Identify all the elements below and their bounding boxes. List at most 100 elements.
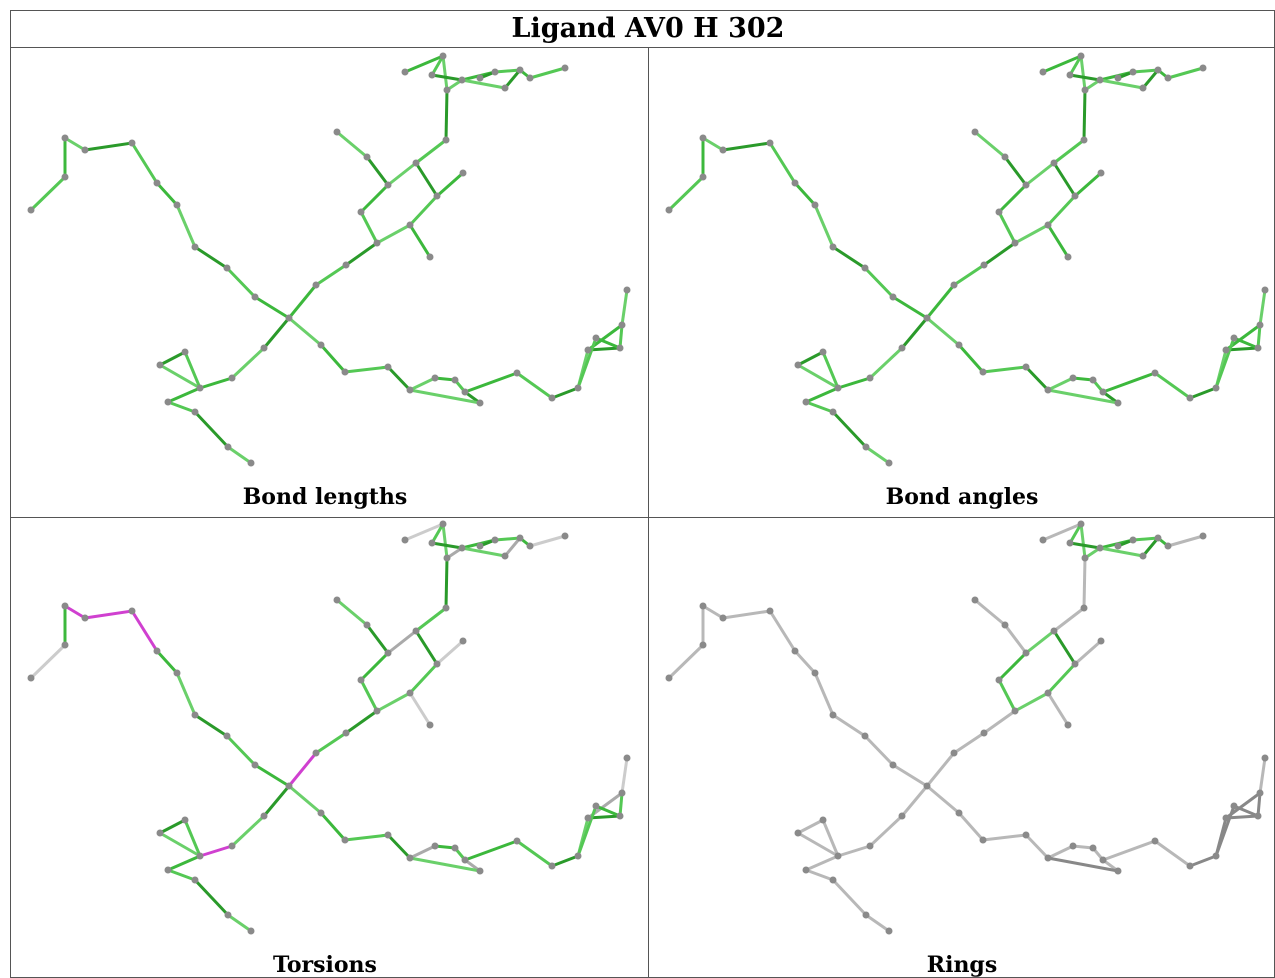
atom — [829, 711, 837, 719]
atom — [1022, 363, 1030, 371]
bond — [409, 844, 436, 860]
atom — [196, 384, 204, 392]
bond — [837, 376, 871, 390]
bond — [797, 363, 839, 390]
bond — [1256, 792, 1262, 817]
atom — [561, 532, 569, 540]
atom — [1114, 74, 1122, 82]
bond — [464, 839, 518, 862]
atom — [719, 146, 727, 154]
atom — [862, 911, 870, 919]
atom — [442, 136, 450, 144]
bond — [29, 175, 67, 212]
atom — [979, 368, 987, 376]
atom — [260, 344, 268, 352]
atom — [592, 334, 600, 342]
bond — [1189, 386, 1217, 400]
bond — [464, 371, 518, 394]
atom — [1099, 388, 1107, 396]
atom — [1077, 52, 1085, 60]
bond — [865, 445, 890, 465]
atom — [862, 443, 870, 451]
bond — [1046, 692, 1070, 726]
bond — [404, 54, 444, 74]
atom — [955, 341, 963, 349]
atom — [247, 459, 255, 467]
atom — [439, 520, 447, 528]
bond — [84, 609, 133, 620]
table-border — [10, 10, 1275, 978]
atom — [1129, 68, 1137, 76]
atom — [819, 348, 827, 356]
bond — [414, 162, 439, 197]
atom — [1064, 721, 1072, 729]
bond — [1024, 833, 1050, 860]
bond — [436, 639, 464, 666]
bond — [1025, 629, 1055, 655]
atom — [834, 852, 842, 860]
atom — [1050, 159, 1058, 167]
atom — [426, 721, 434, 729]
bond — [408, 194, 439, 227]
atom — [665, 206, 673, 214]
bond — [797, 831, 839, 858]
atom — [153, 179, 161, 187]
bond — [768, 610, 797, 652]
bond — [359, 679, 379, 712]
panel-label: Torsions — [273, 952, 377, 978]
atom — [181, 816, 189, 824]
atom — [1069, 374, 1077, 382]
bond — [1167, 534, 1204, 548]
atom — [618, 321, 626, 329]
atom — [342, 729, 350, 737]
bond — [797, 350, 824, 367]
bond — [1053, 606, 1085, 633]
atom — [384, 181, 392, 189]
atom — [363, 621, 371, 629]
atom — [228, 842, 236, 850]
bond — [1082, 89, 1087, 141]
bond — [194, 245, 228, 270]
bond — [193, 410, 230, 449]
atom — [526, 542, 534, 550]
atom — [363, 153, 371, 161]
atom — [584, 346, 592, 354]
atom — [889, 761, 897, 769]
panel-label: Bond lengths — [243, 484, 408, 510]
bond — [365, 624, 390, 654]
atom — [791, 647, 799, 655]
bond — [832, 245, 866, 270]
bond — [1053, 138, 1085, 165]
atom — [1044, 689, 1052, 697]
atom — [1139, 552, 1147, 560]
atom — [357, 208, 365, 216]
bond — [900, 785, 929, 817]
atom — [156, 361, 164, 369]
atom — [1212, 852, 1220, 860]
bond — [230, 814, 266, 848]
atom — [1044, 221, 1052, 229]
bond — [1068, 55, 1083, 76]
atom — [224, 911, 232, 919]
atom — [406, 386, 414, 394]
atom — [443, 86, 451, 94]
bond — [997, 651, 1028, 682]
bond — [461, 78, 506, 90]
atom — [373, 239, 381, 247]
atom — [1011, 707, 1019, 715]
bond — [529, 66, 566, 80]
bond — [821, 351, 840, 389]
atom — [81, 146, 89, 154]
atom — [829, 876, 837, 884]
atom — [1151, 837, 1159, 845]
bond — [431, 541, 463, 550]
atom — [27, 206, 35, 214]
bond — [1025, 161, 1055, 187]
bond — [926, 316, 960, 347]
bond — [1141, 537, 1160, 557]
bond — [1099, 546, 1144, 558]
bond — [167, 400, 196, 414]
atom — [476, 867, 484, 875]
atom — [980, 729, 988, 737]
atom — [312, 281, 320, 289]
